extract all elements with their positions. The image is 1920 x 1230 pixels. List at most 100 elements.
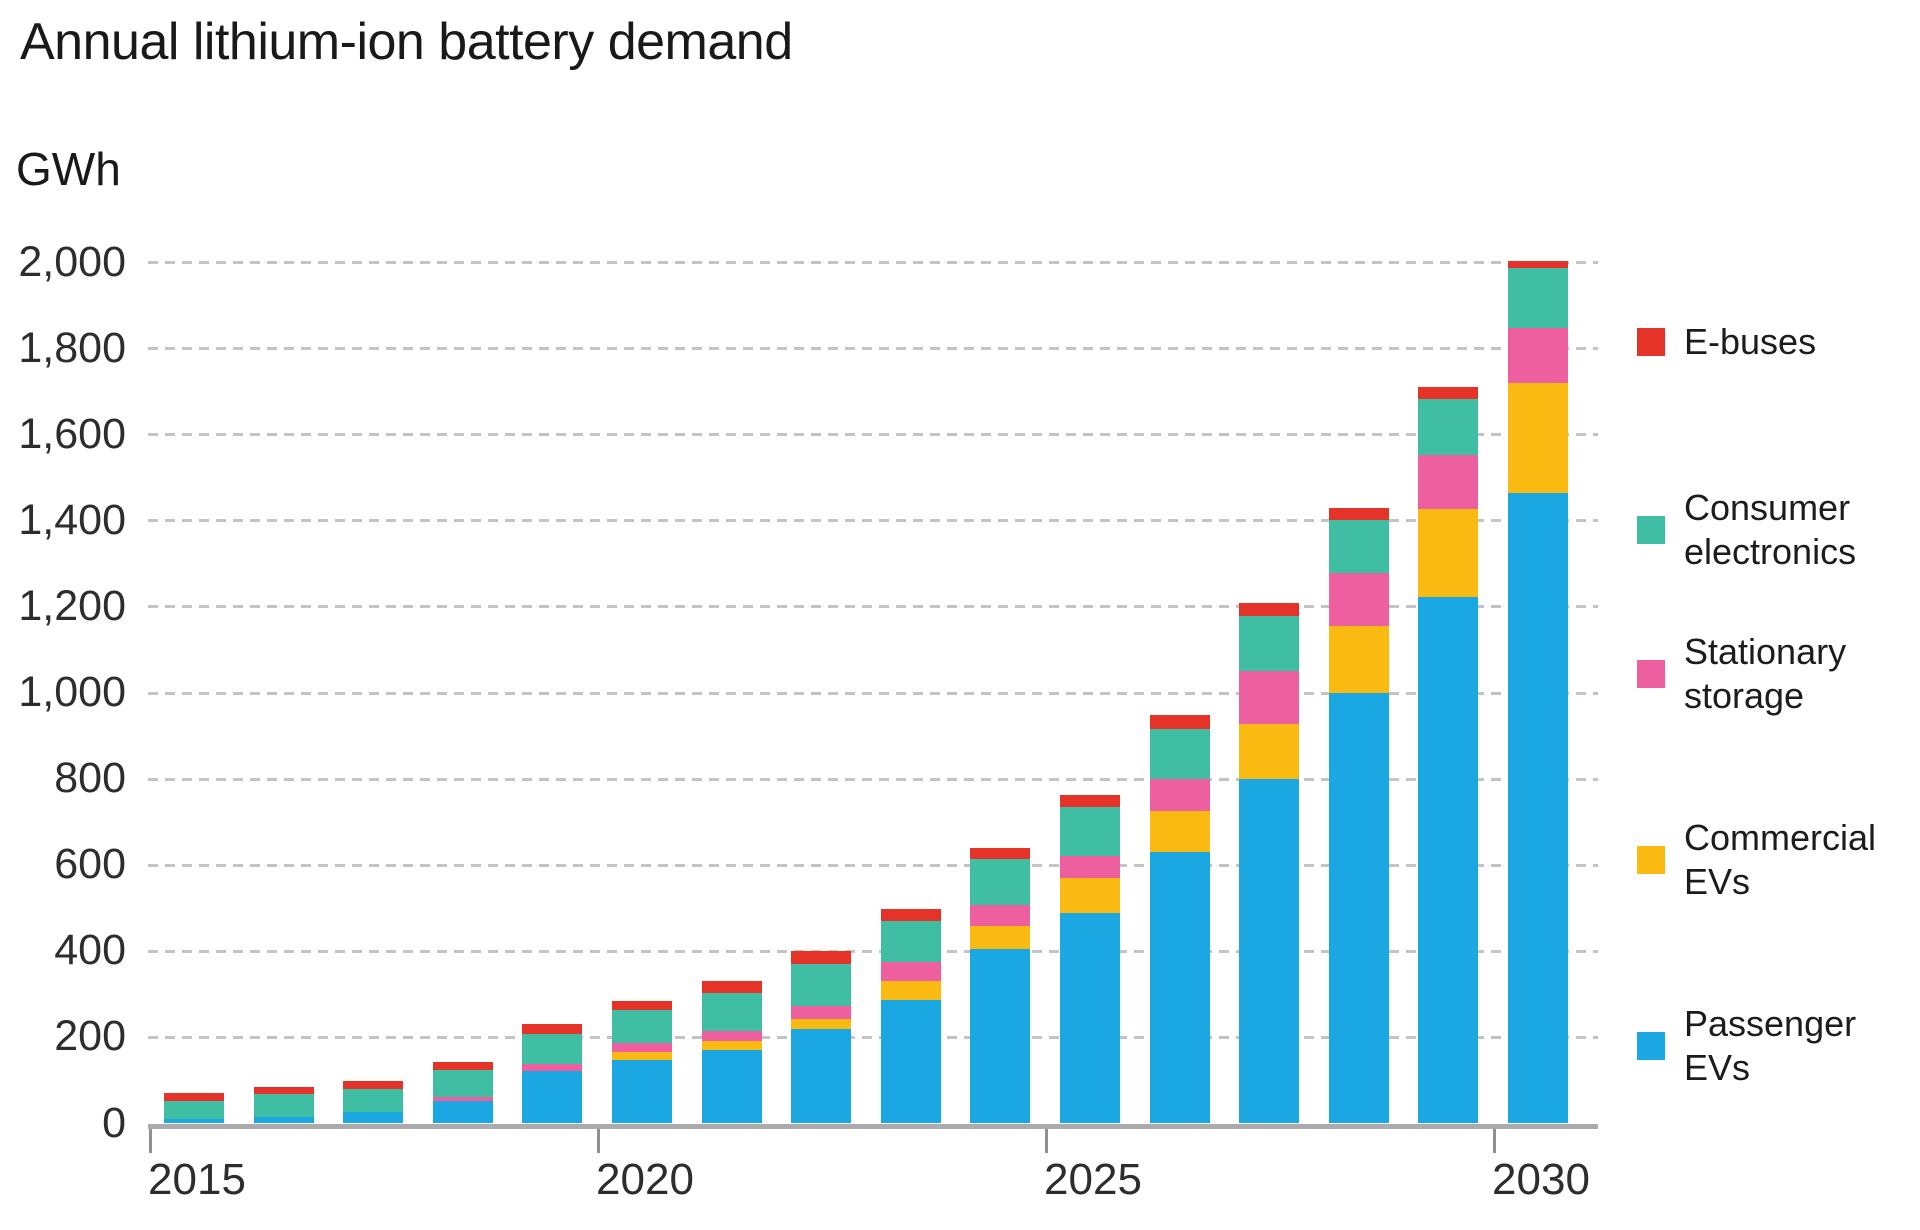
bar-segment-commercial-evs-2030 <box>1508 383 1568 493</box>
bar-2020 <box>612 0 672 1124</box>
legend-item-e-buses: E-buses <box>1637 320 1916 364</box>
bar-segment-consumer-electronics-2021 <box>701 992 762 1032</box>
bar-segment-stationary-storage-2022 <box>791 1006 852 1019</box>
bar-2029 <box>1418 0 1479 1124</box>
bar-2024 <box>970 0 1031 1124</box>
bar-segment-stationary-storage-2019 <box>522 1063 583 1071</box>
bar-segment-commercial-evs-2029 <box>1418 508 1479 597</box>
bar-2026 <box>1149 0 1210 1124</box>
bar-segment-passenger-evs-2022 <box>791 1029 852 1124</box>
bar-segment-passenger-evs-2015 <box>164 1119 224 1124</box>
legend-item-stationary-storage: Stationary storage <box>1637 630 1916 718</box>
gridline-1800 <box>148 347 1598 351</box>
legend-swatch-consumer-electronics <box>1637 515 1665 544</box>
bar-segment-consumer-electronics-2023 <box>880 920 941 963</box>
bar-segment-stationary-storage-2023 <box>880 962 941 981</box>
bar-segment-stationary-storage-2026 <box>1149 778 1210 811</box>
x-axis-label-2030: 2030 <box>1492 1155 1590 1204</box>
bar-2019 <box>522 0 583 1124</box>
bar-segment-passenger-evs-2027 <box>1239 779 1300 1124</box>
gridline-1400 <box>148 519 1598 523</box>
bar-segment-passenger-evs-2030 <box>1508 492 1568 1124</box>
bar-segment-passenger-evs-2017 <box>343 1111 404 1124</box>
bar-segment-e-buses-2022 <box>791 951 852 964</box>
bar-segment-passenger-evs-2024 <box>970 949 1031 1124</box>
y-axis-tick-label: 600 <box>54 840 126 889</box>
bar-segment-consumer-electronics-2015 <box>164 1101 224 1120</box>
y-axis-tick-label: 400 <box>54 926 126 975</box>
bar-segment-commercial-evs-2027 <box>1239 724 1300 780</box>
bar-segment-stationary-storage-2021 <box>701 1031 762 1042</box>
bar-2022 <box>791 0 852 1124</box>
x-axis-tick <box>597 1128 600 1153</box>
bar-2018 <box>432 0 493 1124</box>
bar-segment-e-buses-2015 <box>164 1093 224 1102</box>
bar-segment-e-buses-2026 <box>1149 714 1210 729</box>
bar-segment-passenger-evs-2018 <box>432 1100 493 1124</box>
bar-segment-e-buses-2016 <box>253 1087 314 1095</box>
y-axis-tick-label: 1,800 <box>18 323 126 372</box>
bar-segment-commercial-evs-2026 <box>1149 810 1210 853</box>
bar-2025 <box>1060 0 1120 1124</box>
bar-segment-commercial-evs-2021 <box>701 1041 762 1050</box>
bar-segment-commercial-evs-2024 <box>970 925 1031 950</box>
bar-segment-stationary-storage-2024 <box>970 905 1031 926</box>
legend-swatch-e-buses <box>1637 327 1665 356</box>
bar-segment-e-buses-2018 <box>432 1061 493 1071</box>
legend-label: Passenger EVs <box>1684 1003 1857 1088</box>
bar-segment-commercial-evs-2020 <box>612 1051 672 1060</box>
chart-title: Annual lithium-ion battery demand <box>20 13 793 71</box>
bar-segment-consumer-electronics-2026 <box>1149 728 1210 779</box>
bar-2028 <box>1328 0 1389 1124</box>
y-axis-tick-label: 1,000 <box>18 668 126 716</box>
bar-segment-e-buses-2017 <box>343 1080 404 1090</box>
bar-segment-passenger-evs-2029 <box>1418 597 1479 1124</box>
bar-2030 <box>1508 0 1568 1124</box>
legend-swatch-passenger-evs <box>1637 1031 1665 1060</box>
bar-segment-consumer-electronics-2020 <box>612 1009 672 1044</box>
gridline-400 <box>148 949 1598 953</box>
legend-label: Commercial EVs <box>1684 817 1877 902</box>
bar-2017 <box>343 0 404 1124</box>
y-axis-unit-label: GWh <box>16 143 121 195</box>
legend-swatch-commercial-evs <box>1637 845 1665 874</box>
gridline-200 <box>148 1035 1598 1039</box>
bar-2021 <box>701 0 762 1124</box>
bar-segment-e-buses-2028 <box>1328 507 1389 520</box>
bar-2027 <box>1239 0 1300 1124</box>
x-axis-label-2020: 2020 <box>596 1155 694 1204</box>
bar-segment-stationary-storage-2020 <box>612 1043 672 1052</box>
bar-2016 <box>253 0 314 1124</box>
bar-segment-consumer-electronics-2027 <box>1239 616 1300 671</box>
x-axis-label-2015: 2015 <box>148 1155 246 1204</box>
bar-segment-e-buses-2021 <box>701 981 762 993</box>
legend-item-consumer-electronics: Consumer electronics <box>1637 486 1916 574</box>
bar-segment-consumer-electronics-2028 <box>1328 519 1389 573</box>
bar-segment-passenger-evs-2026 <box>1149 852 1210 1124</box>
bar-segment-commercial-evs-2022 <box>791 1018 852 1030</box>
x-axis-tick <box>1493 1128 1496 1153</box>
gridline-1000 <box>148 691 1598 695</box>
legend-item-commercial-evs: Commercial EVs <box>1637 816 1916 904</box>
gridline-600 <box>148 863 1598 867</box>
bar-segment-e-buses-2027 <box>1239 603 1300 617</box>
bar-segment-stationary-storage-2027 <box>1239 670 1300 724</box>
bar-segment-consumer-electronics-2016 <box>253 1094 314 1117</box>
bar-segment-consumer-electronics-2024 <box>970 859 1031 906</box>
x-axis-line <box>148 1123 1598 1129</box>
y-axis-tick-label: 200 <box>54 1012 126 1061</box>
bar-segment-consumer-electronics-2030 <box>1508 267 1568 328</box>
x-axis-label-2025: 2025 <box>1044 1155 1142 1204</box>
gridline-800 <box>148 777 1598 781</box>
y-axis-tick-label: 1,600 <box>18 409 126 458</box>
bar-segment-commercial-evs-2023 <box>880 981 941 1000</box>
gridline-1200 <box>148 605 1598 609</box>
y-axis-tick-label: 0 <box>102 1098 126 1147</box>
gridline-2000 <box>148 261 1598 265</box>
bar-segment-consumer-electronics-2019 <box>522 1033 583 1064</box>
gridline-1600 <box>148 433 1598 437</box>
y-axis-tick-label: 1,400 <box>18 495 126 544</box>
bar-segment-passenger-evs-2023 <box>880 999 941 1124</box>
bar-segment-e-buses-2025 <box>1060 794 1120 808</box>
legend-swatch-stationary-storage <box>1637 659 1665 688</box>
